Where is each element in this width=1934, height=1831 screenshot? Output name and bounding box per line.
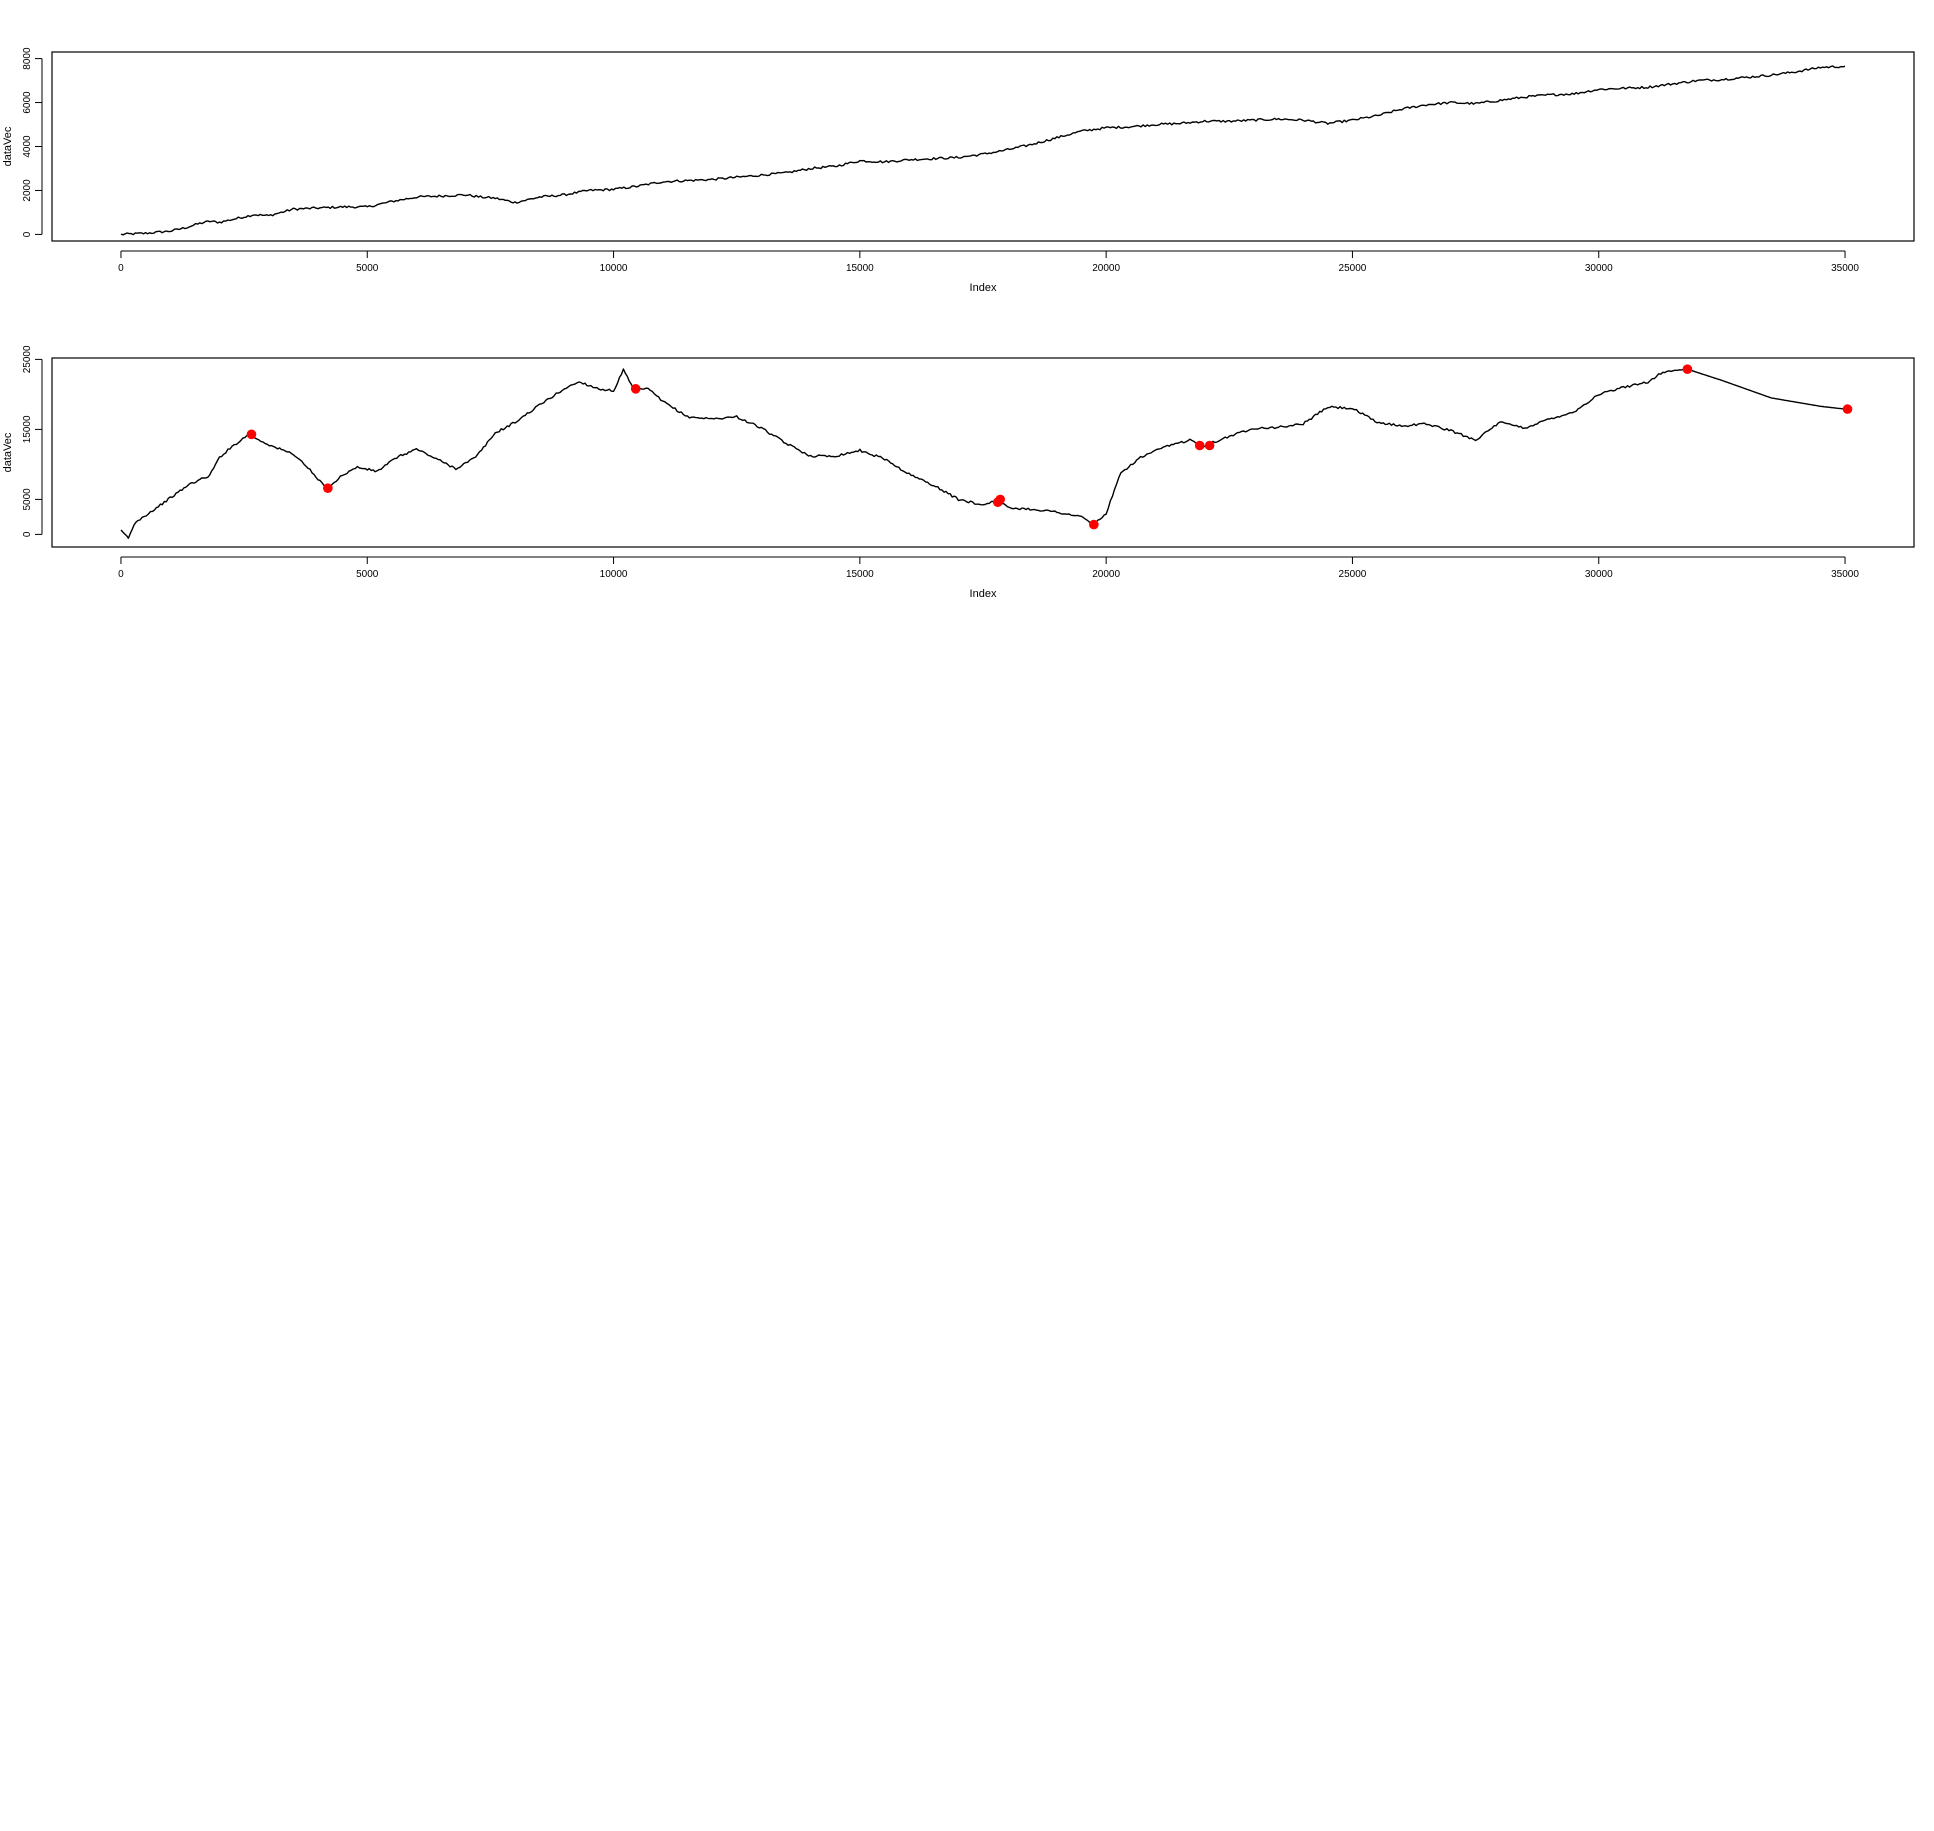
- top-y-tick-label: 0: [22, 231, 33, 237]
- bottom-y-tick-label: 0: [22, 531, 33, 537]
- top-series-line: [120, 65, 1846, 236]
- bottom-highlight-point: [246, 429, 257, 440]
- top-x-tick-label: 15000: [846, 263, 874, 274]
- bottom-x-tick-label: 30000: [1585, 569, 1613, 580]
- top-y-axis: 0 2000 4000 6000 8000: [22, 47, 43, 237]
- bottom-plot-frame: [51, 357, 1915, 548]
- top-series-layer: [120, 65, 1846, 236]
- bottom-x-tick-label: 5000: [356, 569, 379, 580]
- top-x-tick-label: 10000: [600, 263, 628, 274]
- bottom-x-tick-label: 15000: [846, 569, 874, 580]
- top-x-tick-label: 5000: [356, 263, 379, 274]
- top-chart-panel: 0 5000 10000 15000 20000 25000 30000 35000 0 200…: [2, 47, 1915, 294]
- bottom-highlight-point: [1194, 440, 1205, 451]
- top-y-tick-label: 6000: [22, 91, 33, 114]
- bottom-x-tick-label: 20000: [1092, 569, 1120, 580]
- bottom-highlight-point: [1204, 440, 1215, 451]
- bottom-x-tick-label: 0: [118, 569, 124, 580]
- bottom-x-tick-label: 35000: [1831, 569, 1859, 580]
- top-x-tick-label: 20000: [1092, 263, 1120, 274]
- bottom-series-line: [120, 368, 1846, 539]
- bottom-highlight-point: [995, 494, 1006, 505]
- top-x-tick-label: 35000: [1831, 263, 1859, 274]
- top-y-tick-label: 4000: [22, 135, 33, 158]
- top-plot-frame: [51, 51, 1915, 242]
- bottom-y-tick-label: 5000: [22, 488, 33, 511]
- top-x-axis-label: Index: [970, 282, 997, 294]
- bottom-series-layer: [120, 368, 1846, 539]
- bottom-y-axis: 0 5000 15000 25000: [22, 345, 43, 537]
- bottom-y-tick-label: 25000: [22, 345, 33, 373]
- bottom-y-axis-label: dataVec: [2, 432, 14, 472]
- top-x-axis: 0 5000 10000 15000 20000 25000 30000 35000: [118, 250, 1859, 274]
- top-y-tick-label: 2000: [22, 179, 33, 202]
- bottom-x-tick-label: 25000: [1339, 569, 1367, 580]
- bottom-x-axis: 0 5000 10000 15000 20000 25000 30000 35000: [118, 556, 1859, 580]
- top-x-tick-label: 30000: [1585, 263, 1613, 274]
- top-x-tick-label: 25000: [1339, 263, 1367, 274]
- bottom-highlight-point: [323, 483, 333, 494]
- bottom-highlight-point: [1682, 364, 1693, 375]
- top-y-axis-label: dataVec: [2, 126, 14, 166]
- top-x-tick-label: 0: [118, 263, 124, 274]
- bottom-points-layer: [246, 364, 1853, 530]
- bottom-x-tick-label: 10000: [600, 569, 628, 580]
- bottom-highlight-point: [1089, 519, 1099, 530]
- bottom-y-tick-label: 15000: [22, 415, 33, 443]
- bottom-highlight-point: [630, 384, 641, 394]
- bottom-x-axis-label: Index: [970, 588, 997, 600]
- bottom-highlight-point: [1842, 404, 1853, 414]
- top-y-tick-label: 8000: [22, 47, 33, 70]
- bottom-chart-panel: 0 5000 10000 15000 20000 25000 30000 35000 0 500…: [2, 345, 1915, 600]
